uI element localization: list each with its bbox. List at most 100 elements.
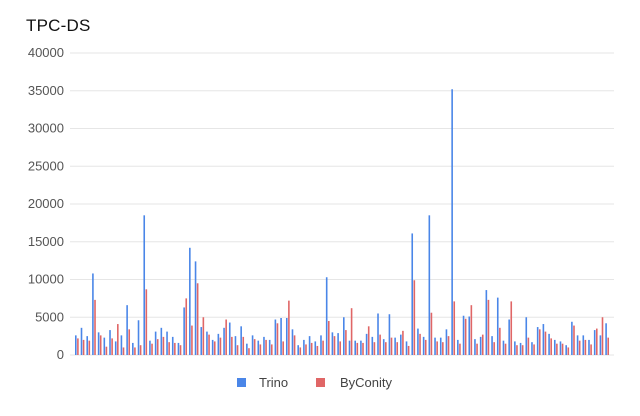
bar-trino — [228, 322, 231, 355]
bar-trino — [217, 333, 220, 355]
legend[interactable]: Trino ByConity — [237, 375, 393, 390]
bar-trino — [593, 330, 596, 355]
bar-byconity — [481, 334, 484, 355]
bar-trino — [268, 339, 271, 355]
bar-byconity — [179, 345, 182, 355]
bar-trino — [183, 307, 185, 355]
bar-trino — [439, 337, 442, 355]
bar-byconity — [151, 343, 153, 355]
bar-byconity — [310, 342, 313, 355]
y-tick-label: 5000 — [35, 309, 64, 324]
bar-trino — [377, 313, 379, 355]
bar-trino — [194, 261, 197, 355]
bar-byconity — [584, 339, 587, 355]
bar-byconity — [339, 341, 341, 355]
bar-trino — [154, 331, 157, 355]
bar-byconity — [573, 325, 575, 355]
bar-byconity — [322, 340, 324, 355]
bar-trino — [457, 339, 459, 355]
bar-byconity — [493, 342, 495, 355]
legend-swatch-byconity[interactable] — [316, 378, 325, 387]
y-tick-label: 35000 — [28, 83, 64, 98]
y-tick-label: 30000 — [28, 121, 64, 136]
bar-byconity — [442, 342, 444, 355]
bar-byconity — [544, 331, 547, 355]
bar-trino — [588, 339, 590, 355]
bar-trino — [536, 327, 539, 355]
bar-byconity — [333, 336, 336, 356]
bar-trino — [451, 89, 453, 356]
bar-trino — [382, 339, 385, 355]
bar-byconity — [556, 343, 558, 355]
bar-byconity — [504, 343, 507, 355]
bar-byconity — [168, 342, 170, 355]
bar-byconity — [99, 335, 102, 355]
bar-byconity — [265, 339, 267, 355]
bar-byconity — [499, 327, 501, 355]
bar-trino — [80, 327, 83, 355]
bar-byconity — [390, 337, 393, 355]
bar-byconity — [533, 344, 535, 355]
bar-byconity — [561, 343, 564, 355]
bar-trino — [559, 341, 562, 355]
bar-trino — [491, 336, 493, 356]
bar-byconity — [208, 334, 210, 355]
bar-trino — [337, 333, 339, 355]
legend-label-byconity[interactable]: ByConity — [340, 375, 393, 390]
bar-byconity — [77, 338, 79, 355]
bar-byconity — [156, 339, 159, 355]
bar-byconity — [607, 337, 609, 355]
bar-trino — [371, 336, 374, 355]
bar-byconity — [191, 325, 193, 355]
bar-trino — [223, 327, 225, 355]
bar-trino — [263, 336, 265, 355]
bar-trino — [388, 314, 391, 355]
legend-swatch-trino[interactable] — [237, 378, 246, 387]
bar-byconity — [299, 347, 302, 355]
bar-byconity — [567, 347, 570, 355]
bar-trino — [428, 215, 431, 355]
bar-byconity — [128, 329, 131, 355]
bar-trino — [246, 343, 248, 355]
bar-byconity — [202, 317, 205, 355]
bar-trino — [240, 326, 242, 355]
bar-trino — [565, 345, 567, 355]
bar-byconity — [219, 337, 222, 355]
bar-trino — [514, 341, 516, 355]
bar-trino — [400, 334, 402, 355]
bar-trino — [411, 233, 414, 355]
bar-byconity — [122, 347, 125, 355]
bar-trino — [92, 273, 94, 355]
legend-label-trino[interactable]: Trino — [259, 375, 288, 390]
bar-trino — [132, 342, 134, 355]
bar-trino — [531, 342, 533, 355]
bar-trino — [348, 340, 351, 355]
bar-trino — [120, 335, 123, 355]
bar-byconity — [419, 333, 421, 355]
bar-trino — [571, 321, 573, 355]
bar-byconity — [453, 301, 456, 355]
bar-trino — [331, 332, 334, 355]
bar-byconity — [601, 317, 604, 355]
bar-trino — [519, 342, 522, 355]
bar-byconity — [550, 338, 552, 355]
gridlines — [70, 52, 614, 356]
bar-trino — [297, 345, 299, 355]
bar-byconity — [470, 305, 473, 355]
bar-trino — [394, 337, 396, 355]
bar-trino — [97, 332, 100, 355]
bar-trino — [422, 336, 425, 355]
bar-byconity — [174, 342, 176, 355]
bar-trino — [291, 329, 294, 355]
bar-byconity — [139, 345, 142, 355]
bar-byconity — [396, 342, 399, 355]
bar-trino — [445, 329, 448, 355]
bar-trino — [114, 341, 117, 355]
bar-trino — [320, 335, 322, 355]
bar-trino — [200, 327, 203, 355]
bar-byconity — [196, 283, 199, 355]
bar-byconity — [350, 308, 353, 355]
bar-byconity — [105, 346, 108, 355]
bar-trino — [189, 247, 191, 355]
bar-trino — [599, 335, 602, 355]
